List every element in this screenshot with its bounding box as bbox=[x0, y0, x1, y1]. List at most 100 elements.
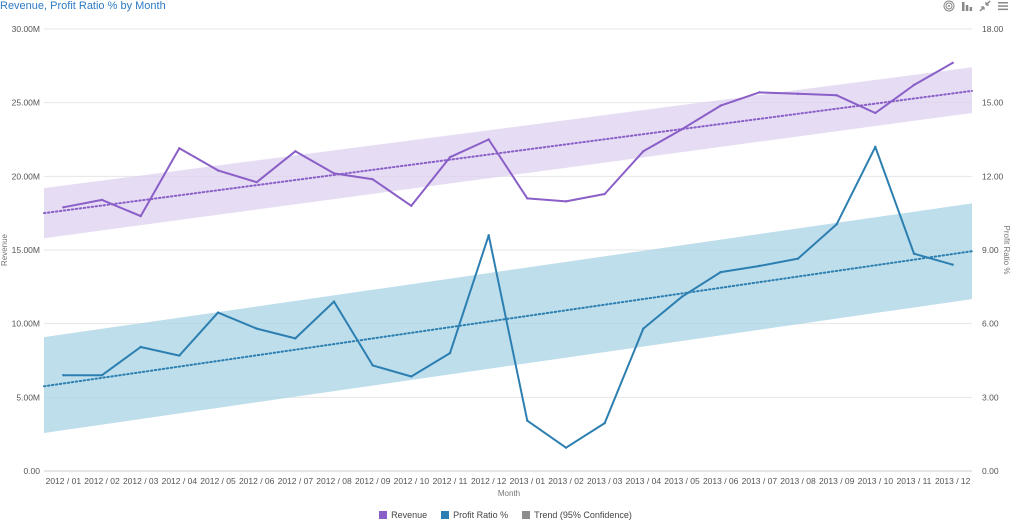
y-tick-label: 10.00M bbox=[12, 319, 40, 329]
data-point bbox=[100, 374, 104, 377]
data-point bbox=[178, 147, 181, 150]
x-axis-title: Month bbox=[498, 489, 520, 498]
data-point bbox=[100, 198, 104, 202]
data-point bbox=[564, 446, 568, 449]
series-lines bbox=[62, 61, 954, 449]
y-axis-left: 0.00 5.00M 10.00M 15.00M 20.00M 25.00M 30.00M bbox=[12, 24, 41, 476]
x-tick-label: 2013 / 02 bbox=[548, 476, 584, 486]
data-point bbox=[62, 374, 65, 377]
data-point bbox=[874, 145, 877, 149]
x-axis: 2012 / 01 2012 / 02 2012 / 03 2012 / 04 2012… bbox=[46, 476, 971, 486]
data-point bbox=[448, 155, 452, 159]
data-point bbox=[758, 264, 761, 268]
x-tick-label: 2013 / 10 bbox=[858, 476, 894, 486]
x-tick-label: 2013 / 08 bbox=[780, 476, 816, 486]
data-point bbox=[294, 337, 297, 340]
y-tick-label: 15.00M bbox=[12, 245, 40, 255]
data-point bbox=[719, 270, 722, 274]
legend-label: Profit Ratio % bbox=[453, 510, 509, 520]
chart-plot: 0.005.00M10.00M15.00M20.00M25.00M30.00M … bbox=[0, 24, 1011, 498]
collapse-icon[interactable] bbox=[979, 0, 991, 12]
legend-swatch bbox=[379, 511, 388, 519]
y-axis-title: Revenue bbox=[0, 233, 9, 266]
y2-axis-title: Profit Ratio % bbox=[1002, 226, 1011, 275]
revenue-line bbox=[63, 62, 954, 218]
legend-label: Revenue bbox=[391, 510, 428, 520]
x-tick-label: 2013 / 11 bbox=[897, 476, 932, 486]
data-point bbox=[139, 214, 142, 218]
x-tick-label: 2012 / 01 bbox=[46, 476, 82, 486]
chart-title: Revenue, Profit Ratio % by Month bbox=[0, 0, 166, 12]
x-tick-label: 2012 / 08 bbox=[316, 476, 352, 486]
profit-ratio-line bbox=[63, 145, 953, 449]
target-icon[interactable] bbox=[943, 0, 955, 12]
x-tick-label: 2013 / 01 bbox=[510, 476, 546, 486]
legend-item-profit-ratio[interactable]: Profit Ratio % bbox=[441, 510, 508, 520]
data-point bbox=[178, 354, 181, 357]
data-point bbox=[448, 351, 452, 355]
y2-tick-label: 15.00 bbox=[982, 98, 1004, 108]
data-point bbox=[487, 234, 490, 237]
x-tick-label: 2013 / 03 bbox=[587, 476, 623, 486]
data-point bbox=[139, 345, 142, 349]
data-point bbox=[410, 204, 413, 207]
y2-tick-label: 0.00 bbox=[982, 466, 999, 476]
x-tick-label: 2013 / 04 bbox=[626, 476, 662, 486]
data-point bbox=[835, 223, 838, 226]
data-point bbox=[951, 61, 954, 65]
y-tick-label: 0.00 bbox=[23, 466, 40, 476]
data-point bbox=[680, 295, 684, 298]
data-point bbox=[680, 127, 684, 131]
data-point bbox=[642, 327, 645, 330]
legend-swatch bbox=[441, 511, 450, 519]
bar-chart-icon[interactable] bbox=[961, 0, 973, 12]
menu-icon[interactable] bbox=[997, 0, 1009, 12]
y-tick-label: 20.00M bbox=[12, 171, 40, 181]
data-point bbox=[255, 181, 258, 184]
data-point bbox=[62, 206, 65, 209]
x-tick-label: 2012 / 10 bbox=[394, 476, 430, 486]
legend-label: Trend (95% Confidence) bbox=[534, 510, 632, 520]
data-point bbox=[874, 111, 877, 115]
data-point bbox=[526, 419, 529, 422]
x-tick-label: 2013 / 05 bbox=[664, 476, 700, 486]
x-tick-label: 2013 / 07 bbox=[742, 476, 778, 486]
x-tick-label: 2012 / 06 bbox=[239, 476, 275, 486]
legend: Revenue Profit Ratio % Trend (95% Confid… bbox=[0, 510, 1011, 520]
data-point bbox=[951, 263, 954, 266]
data-point bbox=[796, 92, 800, 96]
data-point bbox=[371, 364, 374, 367]
data-point bbox=[835, 94, 838, 97]
data-point bbox=[332, 172, 336, 175]
x-tick-label: 2013 / 09 bbox=[819, 476, 855, 486]
x-tick-label: 2012 / 03 bbox=[123, 476, 159, 486]
x-tick-label: 2012 / 09 bbox=[355, 476, 391, 486]
data-point bbox=[294, 150, 297, 153]
y-tick-label: 30.00M bbox=[12, 24, 40, 34]
x-tick-label: 2012 / 04 bbox=[162, 476, 198, 486]
data-point bbox=[912, 252, 916, 255]
data-point bbox=[758, 91, 761, 94]
data-point bbox=[719, 104, 722, 107]
trend-line bbox=[43, 250, 973, 388]
data-point bbox=[216, 169, 220, 172]
legend-item-trend[interactable]: Trend (95% Confidence) bbox=[522, 510, 632, 520]
y2-tick-label: 6.00 bbox=[982, 319, 999, 329]
data-point bbox=[642, 150, 645, 153]
data-point bbox=[526, 197, 529, 200]
trend-line bbox=[43, 89, 973, 215]
x-tick-label: 2012 / 12 bbox=[471, 476, 507, 486]
y2-tick-label: 12.00 bbox=[982, 171, 1004, 181]
data-point bbox=[603, 421, 606, 425]
x-tick-label: 2012 / 02 bbox=[84, 476, 120, 486]
data-point bbox=[912, 83, 916, 87]
y-tick-label: 5.00M bbox=[16, 392, 40, 402]
data-point bbox=[487, 138, 490, 141]
x-tick-label: 2012 / 07 bbox=[278, 476, 314, 486]
legend-swatch bbox=[522, 511, 531, 519]
y-axis-right: 0.00 3.00 6.00 9.00 12.00 15.00 18.00 bbox=[982, 24, 1004, 476]
legend-item-revenue[interactable]: Revenue bbox=[379, 510, 427, 520]
data-point bbox=[796, 257, 800, 260]
data-point bbox=[410, 375, 413, 378]
y-tick-label: 25.00M bbox=[12, 98, 40, 108]
